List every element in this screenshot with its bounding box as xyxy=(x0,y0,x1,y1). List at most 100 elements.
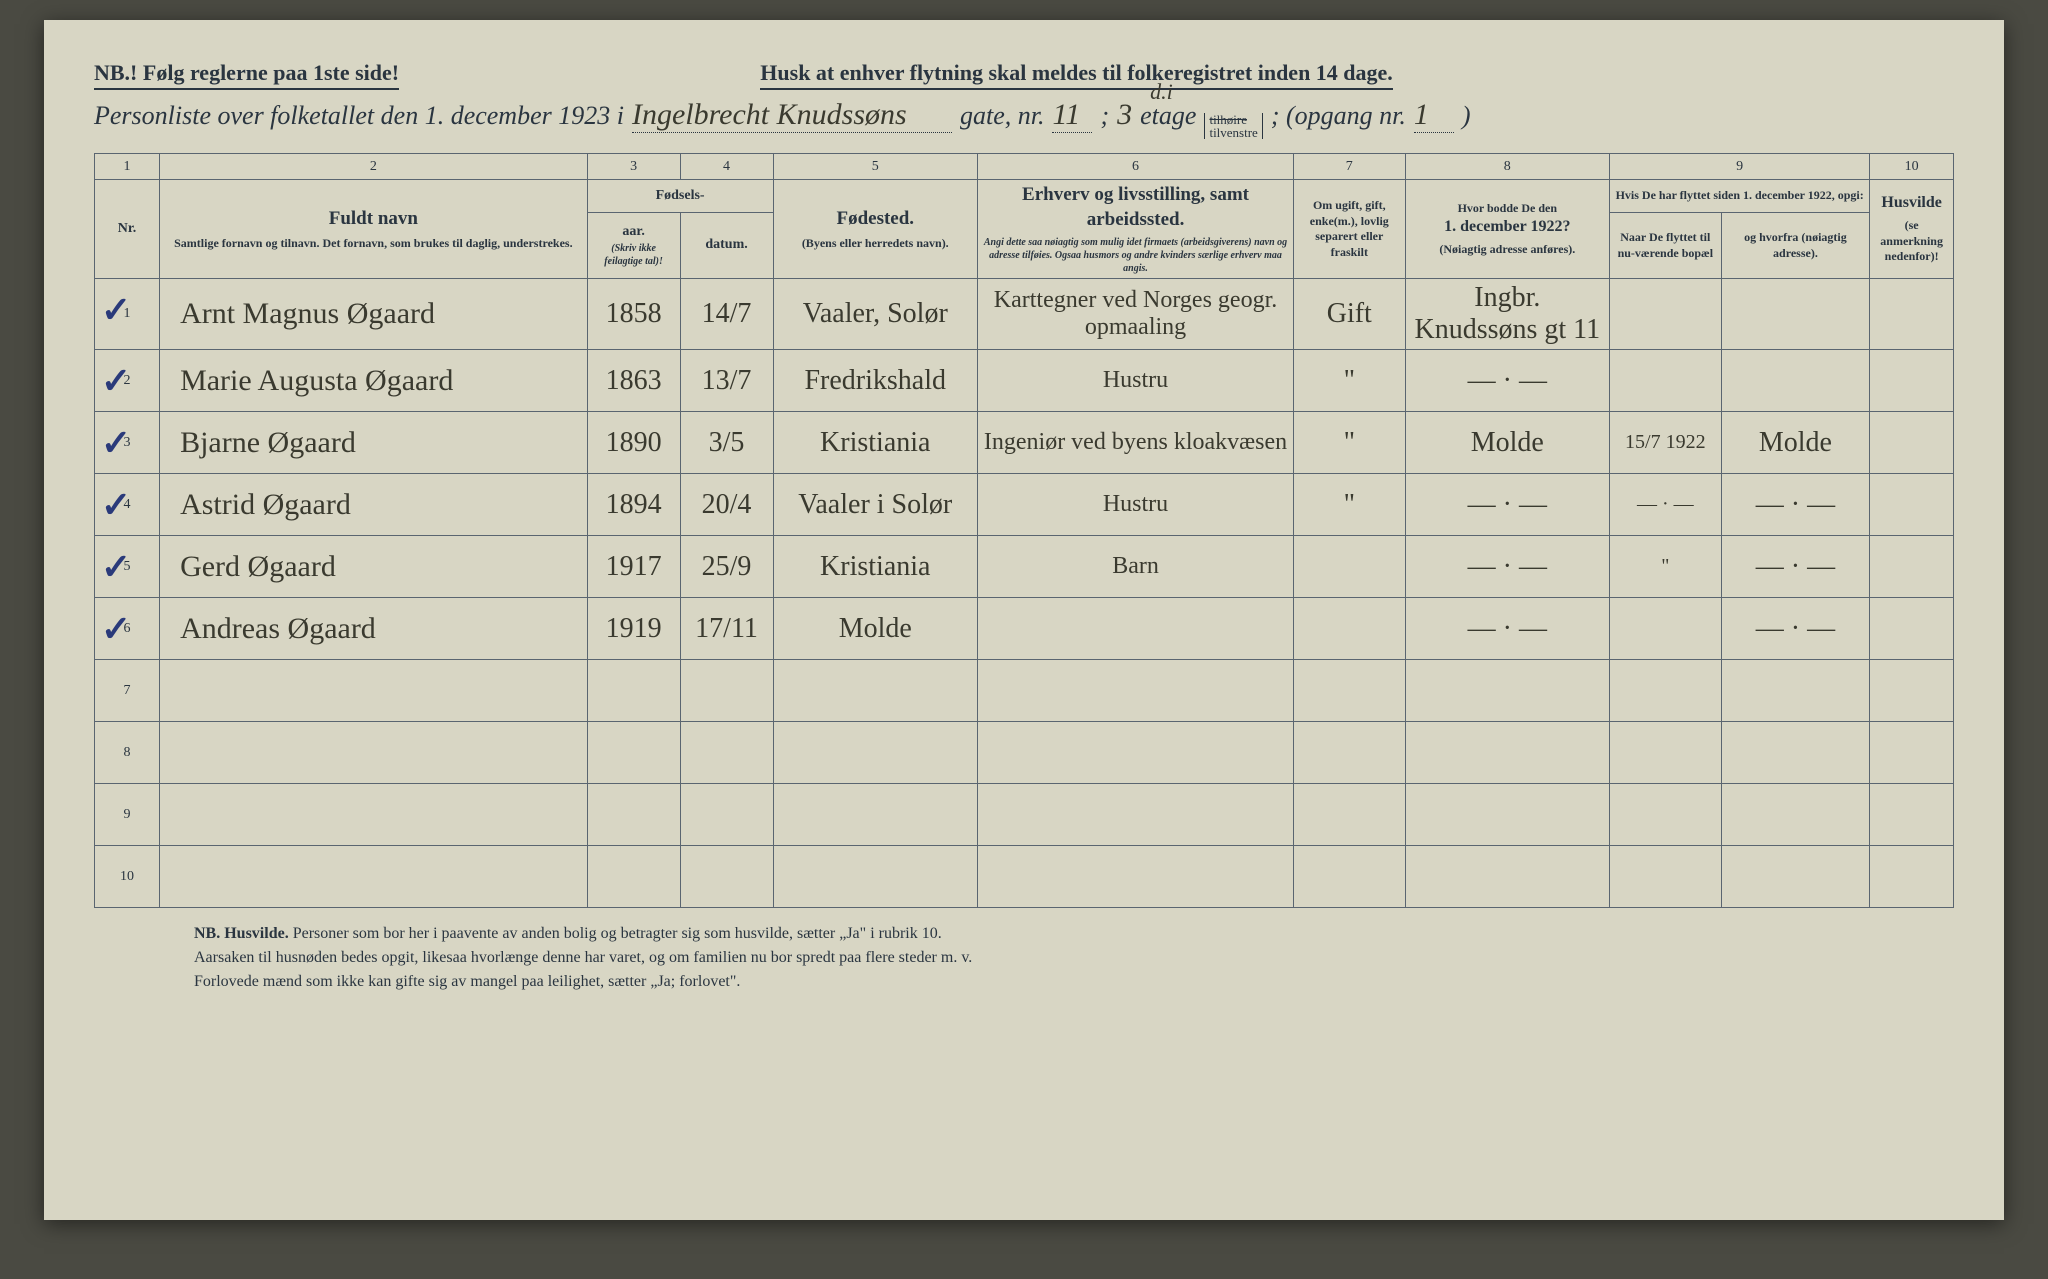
footer-line1: Personer som bor her i paavente av anden… xyxy=(293,925,942,942)
checkmark-icon: ✓ xyxy=(101,546,131,588)
cell-name: Andreas Øgaard xyxy=(160,598,588,660)
table-row-empty: 10 xyxy=(95,846,1954,908)
cell-addr1922: — · — xyxy=(1405,474,1609,536)
table-row: ✓6 Andreas Øgaard 1919 17/11 Molde — · —… xyxy=(95,598,1954,660)
hdr-name: Fuldt navn Samtlige fornavn og tilnavn. … xyxy=(160,180,588,279)
hdr-c9b: og hvorfra (nøiagtig adresse). xyxy=(1727,230,1865,261)
hdr-fodsels: Fødsels- xyxy=(587,180,773,213)
checkmark-icon: ✓ xyxy=(101,484,131,526)
hdr-c5-big: Fødested. xyxy=(779,207,972,232)
cell-nr: ✓6 xyxy=(95,598,160,660)
census-table: 1 2 3 4 5 6 7 8 9 10 Nr. Fuldt navn Samt… xyxy=(94,153,1954,908)
cell-moved-from: — · — xyxy=(1721,598,1870,660)
hdr-c10-big: Husvilde xyxy=(1875,193,1948,214)
cell-nr: 7 xyxy=(95,660,160,722)
footer-line3: Forlovede mænd som ikke kan gifte sig av… xyxy=(194,973,740,990)
cell-nr: ✓2 xyxy=(95,350,160,412)
title-prefix: Personliste over folketallet den 1. dece… xyxy=(94,101,624,131)
etage-annotation: d.i xyxy=(1150,79,1173,105)
hdr-addr1922: Hvor bodde De den 1. december 1922? (Nøi… xyxy=(1405,180,1609,279)
cell-moved-from: — · — xyxy=(1721,536,1870,598)
cell-moved-from: Molde xyxy=(1721,412,1870,474)
cell-moved-when: — · — xyxy=(1610,474,1722,536)
cell-moved-when: " xyxy=(1610,536,1722,598)
hdr-fodested: Fødested. (Byens eller herredets navn). xyxy=(773,180,977,279)
cell-occupation: Hustru xyxy=(978,474,1294,536)
hdr-c6-tiny: Angi dette saa nøiagtig som mulig idet f… xyxy=(983,236,1288,275)
hdr-c9-top: Hvis De har flyttet siden 1. december 19… xyxy=(1615,188,1864,204)
table-row-empty: 7 xyxy=(95,660,1954,722)
cell-year: 1894 xyxy=(587,474,680,536)
cell-date: 20/4 xyxy=(680,474,773,536)
etage-label: etage xyxy=(1140,101,1196,130)
hdr-c8-small: (Nøiagtig adresse anføres). xyxy=(1411,242,1604,258)
opt-tilvenstre: tilvenstre xyxy=(1209,126,1257,139)
hdr-naar: Naar De flyttet til nu-værende bopæl xyxy=(1610,212,1722,279)
cell-husvilde xyxy=(1870,536,1954,598)
cell-status xyxy=(1294,598,1406,660)
cell-addr1922: — · — xyxy=(1405,598,1609,660)
cell-nr: ✓3 xyxy=(95,412,160,474)
colnum-9: 9 xyxy=(1610,154,1870,180)
cell-occupation: Barn xyxy=(978,536,1294,598)
hdr-aar: aar. (Skriv ikke feilagtige tal)! xyxy=(587,212,680,279)
cell-moved-from: — · — xyxy=(1721,474,1870,536)
cell-year: 1858 xyxy=(587,279,680,350)
cell-status: Gift xyxy=(1294,279,1406,350)
hdr-c8-top: Hvor bodde De den xyxy=(1411,201,1604,217)
cell-birthplace: Vaaler, Solør xyxy=(773,279,977,350)
cell-status: " xyxy=(1294,474,1406,536)
table-body: ✓1 Arnt Magnus Øgaard 1858 14/7 Vaaler, … xyxy=(95,279,1954,908)
colnum-1: 1 xyxy=(95,154,160,180)
cell-occupation: Karttegner ved Norges geogr. opmaaling xyxy=(978,279,1294,350)
hdr-nr: Nr. xyxy=(95,180,160,279)
table-row: ✓2 Marie Augusta Øgaard 1863 13/7 Fredri… xyxy=(95,350,1954,412)
hdr-c7-text: Om ugift, gift, enke(m.), lovlig separer… xyxy=(1299,198,1400,260)
cell-date: 3/5 xyxy=(680,412,773,474)
cell-name: Arnt Magnus Øgaard xyxy=(160,279,588,350)
cell-nr: ✓4 xyxy=(95,474,160,536)
nb-instruction: NB.! Følg reglerne paa 1ste side! xyxy=(94,60,399,90)
hdr-name-big: Fuldt navn xyxy=(165,207,582,232)
cell-husvilde xyxy=(1870,474,1954,536)
cell-status: " xyxy=(1294,412,1406,474)
cell-nr: 10 xyxy=(95,846,160,908)
cell-birthplace: Kristiania xyxy=(773,412,977,474)
cell-moved-when xyxy=(1610,350,1722,412)
cell-moved-when xyxy=(1610,279,1722,350)
cell-birthplace: Fredrikshald xyxy=(773,350,977,412)
hdr-c3: aar. xyxy=(622,224,644,239)
hdr-moved: Hvis De har flyttet siden 1. december 19… xyxy=(1610,180,1870,213)
cell-name: Marie Augusta Øgaard xyxy=(160,350,588,412)
cell-birthplace: Molde xyxy=(773,598,977,660)
hdr-c6-big: Erhverv og livsstilling, samt arbeidsste… xyxy=(983,183,1288,232)
street-handwritten: Ingelbrecht Knudssøns xyxy=(632,98,952,133)
cell-name: Bjarne Øgaard xyxy=(160,412,588,474)
cell-year: 1919 xyxy=(587,598,680,660)
cell-husvilde xyxy=(1870,412,1954,474)
cell-addr1922: Ingbr. Knudssøns gt 11 xyxy=(1405,279,1609,350)
cell-date: 17/11 xyxy=(680,598,773,660)
hdr-name-small: Samtlige fornavn og tilnavn. Det fornavn… xyxy=(165,236,582,252)
close-paren: ) xyxy=(1462,101,1471,131)
hdr-erhverv: Erhverv og livsstilling, samt arbeidsste… xyxy=(978,180,1294,279)
colnum-3: 3 xyxy=(587,154,680,180)
hdr-c8-big: 1. december 1922? xyxy=(1411,217,1604,238)
footer-line2: Aarsaken til husnøden bedes opgit, likes… xyxy=(194,949,972,966)
cell-addr1922: — · — xyxy=(1405,536,1609,598)
hdr-hvorfra: og hvorfra (nøiagtig adresse). xyxy=(1721,212,1870,279)
cell-husvilde xyxy=(1870,279,1954,350)
cell-husvilde xyxy=(1870,598,1954,660)
cell-occupation: Ingeniør ved byens kloakvæsen xyxy=(978,412,1294,474)
cell-nr: 8 xyxy=(95,722,160,784)
gate-label: gate, nr. xyxy=(960,101,1045,131)
cell-nr: 9 xyxy=(95,784,160,846)
reminder-text: Husk at enhver flytning skal meldes til … xyxy=(760,60,1393,90)
cell-birthplace: Kristiania xyxy=(773,536,977,598)
colnum-4: 4 xyxy=(680,154,773,180)
cell-nr: ✓5 xyxy=(95,536,160,598)
cell-birthplace: Vaaler i Solør xyxy=(773,474,977,536)
gate-nr: 11 xyxy=(1052,98,1092,133)
cell-year: 1890 xyxy=(587,412,680,474)
hdr-datum: datum. xyxy=(680,212,773,279)
